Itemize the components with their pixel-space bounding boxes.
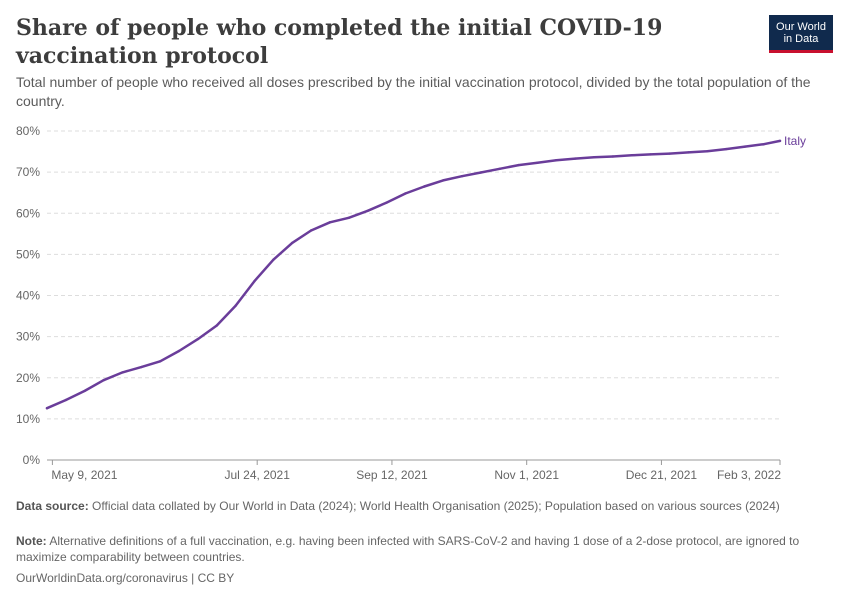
data-point xyxy=(309,229,313,232)
data-source-label: Data source: xyxy=(16,499,89,513)
data-source-text: Official data collated by Our World in D… xyxy=(92,499,780,513)
data-point xyxy=(291,241,294,245)
owid-logo[interactable]: Our World in Data xyxy=(769,15,833,53)
x-tick-label: May 9, 2021 xyxy=(51,468,117,482)
y-tick-label: 10% xyxy=(16,412,40,426)
data-point xyxy=(404,192,407,195)
data-point xyxy=(64,398,68,402)
data-point xyxy=(366,209,369,212)
data-point xyxy=(517,163,520,167)
x-tick-label: Sep 12, 2021 xyxy=(356,468,428,482)
data-point xyxy=(159,360,162,363)
data-point xyxy=(611,155,615,158)
data-point xyxy=(555,159,558,162)
y-tick-label: 70% xyxy=(16,165,40,179)
data-point xyxy=(121,371,124,374)
y-tick-label: 0% xyxy=(23,453,41,467)
x-tick-label: Feb 3, 2022 xyxy=(717,468,781,482)
data-point xyxy=(253,279,256,283)
chart-note: Note: Alternative definitions of a full … xyxy=(16,533,816,565)
y-tick-label: 60% xyxy=(16,206,40,220)
series-label-italy: Italy xyxy=(784,134,806,148)
data-source: Data source: Official data collated by O… xyxy=(16,498,816,514)
data-point xyxy=(196,337,200,341)
y-tick-label: 30% xyxy=(16,330,40,344)
data-point xyxy=(234,304,237,307)
logo-line-2: in Data xyxy=(783,33,819,45)
data-point xyxy=(272,258,275,261)
chart-subtitle: Total number of people who received all … xyxy=(16,74,811,109)
x-tick-label: Jul 24, 2021 xyxy=(225,468,291,482)
data-point xyxy=(630,154,633,157)
credit-link[interactable]: OurWorldinData.org/coronavirus | CC BY xyxy=(16,571,235,585)
y-tick-label: 50% xyxy=(16,247,40,261)
data-point xyxy=(102,379,105,382)
data-point xyxy=(649,153,652,156)
data-point xyxy=(724,147,728,151)
logo-line-1: Our World xyxy=(776,21,826,33)
y-tick-label: 40% xyxy=(16,289,40,303)
data-point xyxy=(479,171,483,174)
data-point xyxy=(706,150,709,153)
data-point xyxy=(498,167,501,170)
data-point xyxy=(83,389,86,393)
note-label: Note: xyxy=(16,534,47,548)
data-point xyxy=(441,179,445,182)
data-point xyxy=(536,161,539,164)
data-point xyxy=(687,151,690,154)
line-chart: 0% 10% 20% 30% 40% 50% 60% 70% 80% May 9, 2021 Jul… xyxy=(16,124,806,482)
y-tick-label: 80% xyxy=(16,124,40,138)
data-point xyxy=(423,185,426,188)
data-point xyxy=(215,324,218,327)
x-tick-label: Dec 21, 2021 xyxy=(626,468,698,482)
data-point xyxy=(177,349,181,353)
data-point xyxy=(574,157,577,160)
data-point xyxy=(743,145,747,148)
data-point xyxy=(347,216,350,219)
data-point xyxy=(45,407,49,410)
data-point xyxy=(762,143,765,146)
data-point xyxy=(668,152,671,155)
data-point xyxy=(140,365,143,369)
y-tick-label: 20% xyxy=(16,371,40,385)
data-point xyxy=(328,221,332,224)
data-point xyxy=(385,201,388,204)
note-text: Alternative definitions of a full vaccin… xyxy=(16,534,800,564)
x-tick-label: Nov 1, 2021 xyxy=(494,468,559,482)
series-line-italy xyxy=(45,139,782,410)
data-point xyxy=(460,175,464,178)
chart-title: Share of people who completed the initia… xyxy=(16,15,663,69)
data-point xyxy=(592,156,596,159)
data-point xyxy=(778,139,782,143)
